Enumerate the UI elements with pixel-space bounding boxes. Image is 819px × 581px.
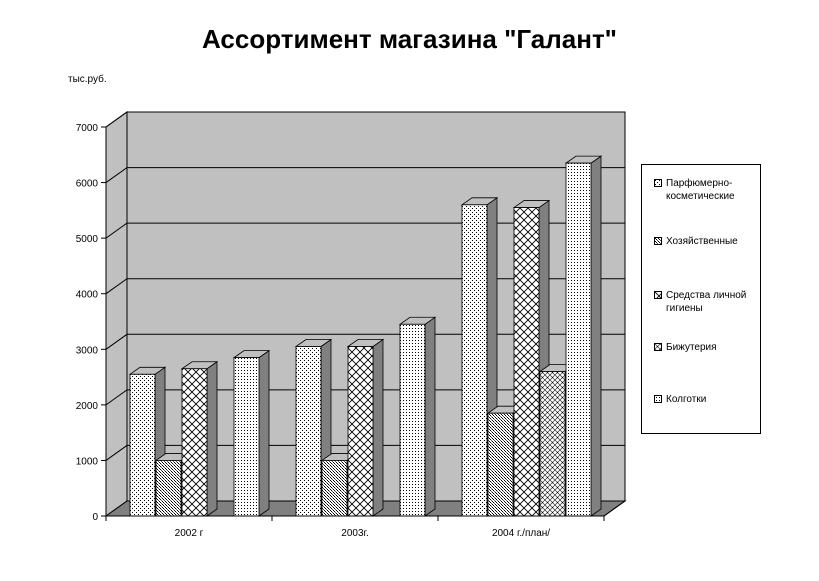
y-tick-label: 4000 — [76, 290, 99, 301]
legend-label: Колготки — [666, 394, 707, 405]
y-tick-label: 5000 — [76, 234, 99, 245]
x-axis-depth — [603, 500, 626, 517]
bar — [321, 460, 348, 517]
bar-side — [424, 316, 436, 517]
bar-side — [258, 349, 270, 517]
legend-label: Парфюмерно-косметические — [666, 178, 735, 202]
y-axis-label: тыс.руб. — [68, 74, 107, 85]
y-tick-label: 2000 — [76, 401, 99, 412]
legend-label: Бижутерия — [666, 342, 717, 353]
legend-label: Средства личной гигиены — [666, 290, 747, 314]
gridline — [105, 222, 625, 239]
x-tick-label: 2004 г./план/ — [492, 528, 550, 539]
bar — [539, 371, 566, 517]
gridline — [105, 167, 625, 183]
bar — [181, 368, 208, 517]
bar — [129, 373, 156, 517]
x-tick-label: 2003г. — [341, 528, 368, 539]
bar — [155, 460, 182, 517]
bar-side — [372, 338, 384, 517]
y-tick-label: 7000 — [76, 123, 99, 134]
y-tick-label: 0 — [92, 512, 98, 523]
legend-swatch — [654, 395, 662, 403]
legend-swatch — [654, 179, 662, 187]
gridline — [105, 278, 625, 295]
gridline — [105, 389, 625, 406]
bar — [565, 162, 592, 517]
y-tick-label: 3000 — [76, 345, 99, 356]
bar — [487, 412, 514, 517]
chart-legend: Парфюмерно-косметические Хозяйственные Сре… — [641, 164, 761, 434]
bar-side — [590, 155, 602, 517]
side-wall — [105, 111, 128, 517]
legend-swatch — [654, 291, 662, 299]
legend-swatch — [654, 237, 662, 245]
bar — [295, 346, 322, 517]
legend-swatch — [654, 343, 662, 351]
gridline — [105, 444, 625, 461]
gridline — [105, 333, 625, 350]
gridline — [105, 111, 625, 128]
bar — [399, 323, 426, 517]
bar — [461, 204, 488, 517]
y-tick-label: 6000 — [76, 179, 99, 190]
y-tick-label: 1000 — [76, 456, 99, 467]
bar — [513, 207, 540, 517]
bar-side — [206, 360, 218, 517]
bar — [233, 357, 260, 517]
x-tick-label: 2002 г — [175, 528, 204, 539]
bar — [347, 346, 374, 517]
chart-title: Ассортимент магазина "Галант" — [201, 24, 618, 54]
legend-label: Хозяйственные — [666, 236, 738, 247]
